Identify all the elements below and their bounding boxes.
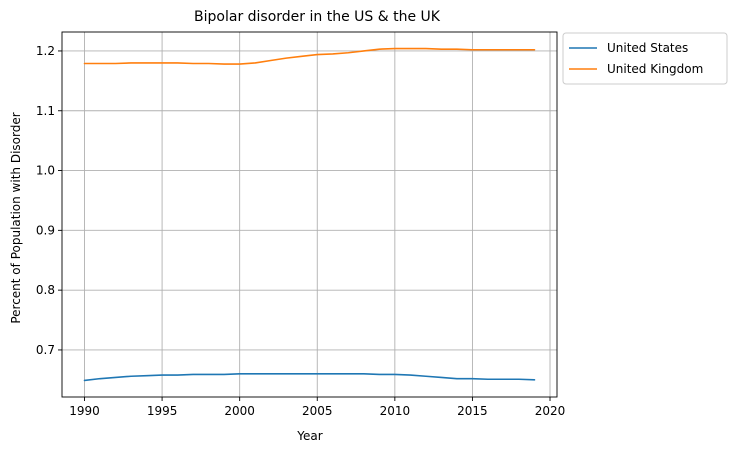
legend-label: United States xyxy=(607,41,688,55)
x-axis-label: Year xyxy=(296,429,322,443)
legend-label: United Kingdom xyxy=(607,62,703,76)
legend-frame xyxy=(562,32,728,85)
x-axis-ticks: 1990 1995 2000 2005 2010 2015 2020 xyxy=(69,397,565,418)
x-tick-label: 2010 xyxy=(380,404,411,418)
series-line-united-kingdom xyxy=(83,47,536,65)
y-axis-label: Percent of Population with Disorder xyxy=(9,112,23,323)
y-tick-label: 1.1 xyxy=(36,104,55,118)
x-tick-label: 2015 xyxy=(457,404,488,418)
x-tick-label: 1990 xyxy=(69,404,100,418)
y-tick-label: 1.0 xyxy=(36,164,55,178)
x-tick-label: 2000 xyxy=(224,404,255,418)
chart-title: Bipolar disorder in the US & the UK xyxy=(194,9,441,25)
y-axis-ticks: 0.7 0.8 0.9 1.0 1.1 1.2 xyxy=(36,44,62,357)
x-tick-label: 2020 xyxy=(535,404,566,418)
x-tick-label: 2005 xyxy=(302,404,333,418)
legend: United States United Kingdom xyxy=(562,32,728,85)
grid xyxy=(62,32,557,397)
series-line-united-states xyxy=(83,373,536,382)
y-tick-label: 1.2 xyxy=(36,44,55,58)
series-lines xyxy=(83,47,536,382)
y-tick-label: 0.8 xyxy=(36,283,55,297)
y-tick-label: 0.9 xyxy=(36,223,55,237)
plot-frame xyxy=(61,31,558,398)
y-tick-label: 0.7 xyxy=(36,343,55,357)
x-tick-label: 1995 xyxy=(147,404,178,418)
